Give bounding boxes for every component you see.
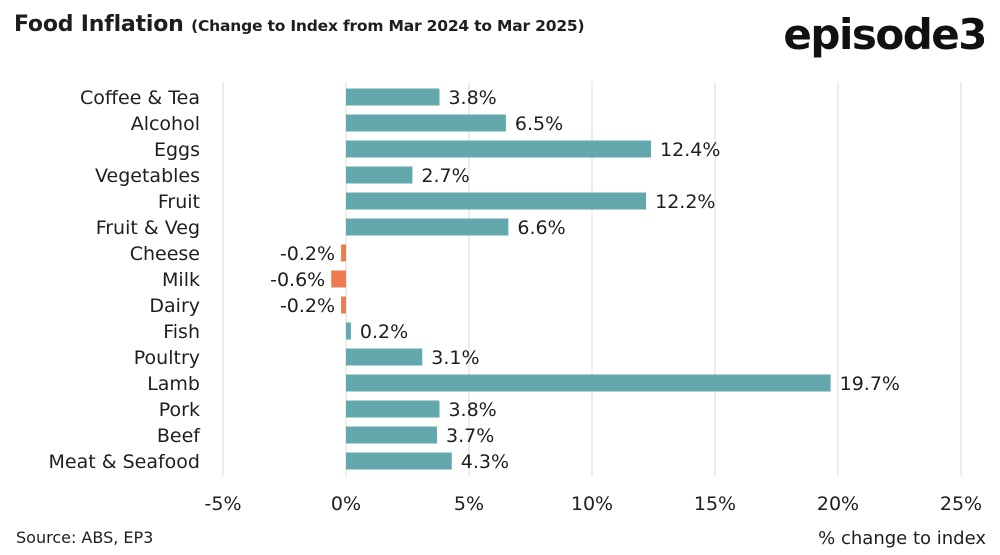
x-tick-label: -5% — [205, 493, 242, 515]
data-label: -0.6% — [270, 269, 325, 291]
category-label: Lamb — [147, 373, 200, 395]
category-label: Meat & Seafood — [49, 451, 200, 473]
category-label: Dairy — [149, 295, 200, 317]
title-subtitle: (Change to Index from Mar 2024 to Mar 20… — [191, 17, 585, 35]
data-label: 2.7% — [421, 165, 469, 187]
bar — [346, 166, 413, 184]
data-label: -0.2% — [280, 295, 335, 317]
category-label: Cheese — [130, 243, 200, 265]
bar — [341, 244, 346, 262]
bar — [346, 400, 440, 418]
category-label: Eggs — [154, 139, 200, 161]
x-tick-label: 15% — [694, 493, 736, 515]
title-main: Food Inflation — [14, 12, 184, 37]
data-label: 4.3% — [461, 451, 509, 473]
data-label: 12.4% — [660, 139, 720, 161]
data-label: 12.2% — [655, 191, 715, 213]
data-label: 6.6% — [517, 217, 565, 239]
bar — [346, 348, 423, 366]
bar — [331, 270, 346, 288]
bar — [346, 114, 506, 132]
x-tick-label: 25% — [940, 493, 982, 515]
episode3-logo: episode3 — [783, 10, 987, 59]
bar — [346, 140, 652, 158]
data-label: -0.2% — [280, 243, 335, 265]
data-label: 0.2% — [360, 321, 408, 343]
x-tick-label: 20% — [817, 493, 859, 515]
bar — [346, 192, 647, 210]
category-label: Beef — [157, 425, 201, 447]
bar — [341, 296, 346, 314]
bar — [346, 374, 831, 392]
chart-title: Food Inflation (Change to Index from Mar… — [14, 12, 585, 37]
category-label: Vegetables — [95, 165, 200, 187]
category-label: Pork — [159, 399, 200, 421]
bar — [346, 452, 452, 470]
category-label: Milk — [162, 269, 200, 291]
data-label: 19.7% — [840, 373, 900, 395]
x-tick-label: 10% — [571, 493, 613, 515]
data-label: 3.8% — [448, 399, 496, 421]
bars — [331, 88, 831, 470]
category-label: Fish — [163, 321, 200, 343]
labels: -5% 0% 5% 10% 15% 20% 25% Coffee & Tea 3.8% Alcoh… — [49, 87, 983, 515]
bar — [346, 218, 509, 236]
category-label: Poultry — [134, 347, 200, 369]
bar — [346, 426, 438, 444]
data-label: 6.5% — [515, 113, 563, 135]
data-label: 3.1% — [431, 347, 479, 369]
category-label: Fruit — [158, 191, 200, 213]
x-tick-label: 5% — [454, 493, 484, 515]
data-label: 3.7% — [446, 425, 494, 447]
category-label: Fruit & Veg — [96, 217, 200, 239]
source-note: Source: ABS, EP3 — [16, 528, 154, 547]
category-label: Coffee & Tea — [80, 87, 200, 109]
x-tick-label: 0% — [331, 493, 361, 515]
bar — [346, 322, 351, 340]
x-axis-title: % change to index — [818, 528, 986, 549]
bar — [346, 88, 440, 106]
data-label: 3.8% — [448, 87, 496, 109]
category-label: Alcohol — [131, 113, 200, 135]
